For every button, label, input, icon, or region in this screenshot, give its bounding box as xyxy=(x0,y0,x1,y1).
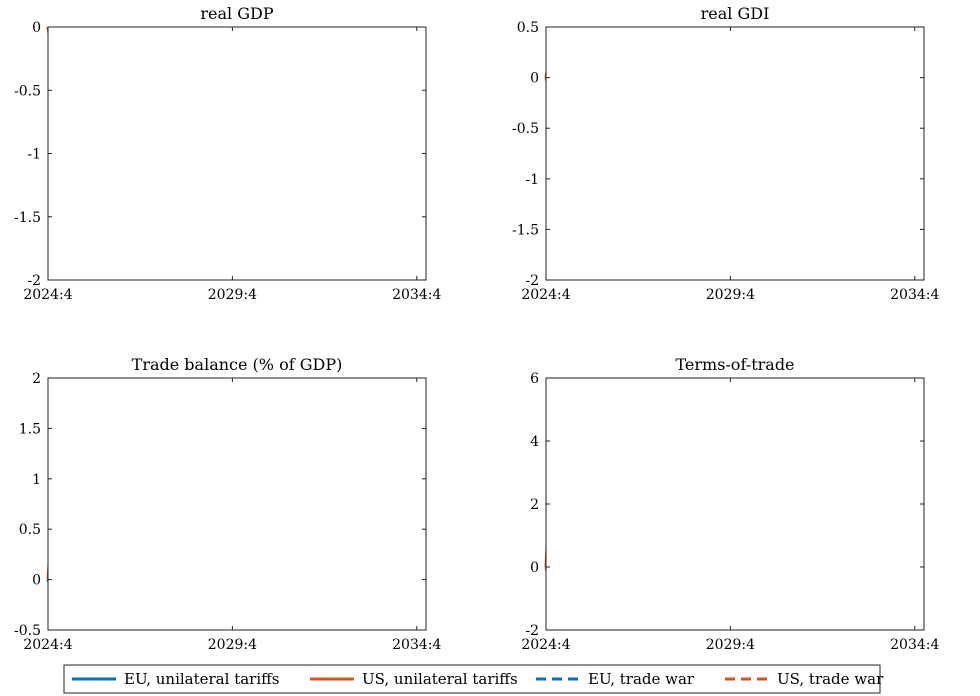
x-tick-label: 2024:4 xyxy=(521,287,570,303)
axes-frame xyxy=(545,26,925,281)
x-tick-label: 2029:4 xyxy=(208,287,257,303)
chart-title: real GDP xyxy=(200,4,273,23)
axes-frame xyxy=(47,377,427,631)
y-tick-label: 0 xyxy=(32,20,41,36)
y-tick-label: 1.5 xyxy=(19,421,41,437)
panel-terms-of-trade: 2024:4 2029:4 2034:4 -2 0 2 4 6 Terms-of-trade xyxy=(521,355,939,653)
legend: EU, unilateral tariffs US, unilateral tar… xyxy=(63,664,884,694)
y-tick-label: 6 xyxy=(530,371,539,387)
x-tick-label: 2029:4 xyxy=(706,637,755,653)
y-tick-label: -1.5 xyxy=(512,222,539,238)
y-tick-label: 0 xyxy=(530,560,539,576)
panel-trade-balance-of-gdp: 2024:4 2029:4 2034:4 -0.5 0 0.5 1 1.5 2 Trade bal… xyxy=(14,355,441,653)
y-tick-label: 2 xyxy=(32,371,41,387)
y-tick-label: 0 xyxy=(530,71,539,87)
y-tick-label: 2 xyxy=(530,497,539,513)
y-tick-label: -1 xyxy=(27,147,41,163)
panel-real-gdi: 2024:4 2029:4 2034:4 -2 -1.5 -1 -0.5 0 0.5 real G… xyxy=(512,4,939,303)
x-tick-label: 2034:4 xyxy=(392,287,441,303)
x-tick-label: 2034:4 xyxy=(890,287,939,303)
y-tick-label: -2 xyxy=(27,273,41,289)
legend-label-us-unilateral-tariffs: US, unilateral tariffs xyxy=(362,670,518,688)
y-tick-label: 1 xyxy=(32,472,41,488)
x-tick-label: 2034:4 xyxy=(890,637,939,653)
y-tick-label: -0.5 xyxy=(14,623,41,639)
y-tick-label: -1.5 xyxy=(14,210,41,226)
legend-label-eu-unilateral-tariffs: EU, unilateral tariffs xyxy=(124,670,280,688)
chart-title: real GDI xyxy=(701,4,770,23)
y-tick-label: 0 xyxy=(32,573,41,589)
panel-real-gdp: 2024:4 2029:4 2034:4 -2 -1.5 -1 -0.5 0 real GDP xyxy=(14,4,441,303)
y-tick-label: -1 xyxy=(525,172,539,188)
y-tick-label: -2 xyxy=(525,273,539,289)
x-tick-label: 2029:4 xyxy=(208,637,257,653)
legend-label-us-trade-war: US, trade war xyxy=(777,670,884,688)
axes-frame xyxy=(545,377,925,631)
y-tick-label: -0.5 xyxy=(512,121,539,137)
x-tick-label: 2034:4 xyxy=(392,637,441,653)
y-tick-label: -0.5 xyxy=(14,83,41,99)
x-tick-label: 2024:4 xyxy=(23,287,72,303)
x-tick-label: 2024:4 xyxy=(521,637,570,653)
y-tick-label: -2 xyxy=(525,623,539,639)
y-tick-label: 4 xyxy=(530,434,539,450)
y-tick-label: 0.5 xyxy=(517,20,539,36)
chart-title: Trade balance (% of GDP) xyxy=(132,355,343,374)
x-tick-label: 2024:4 xyxy=(23,637,72,653)
legend-label-eu-trade-war: EU, trade war xyxy=(588,670,695,688)
chart-title: Terms-of-trade xyxy=(675,355,794,374)
axes-frame xyxy=(47,26,427,281)
y-tick-label: 0.5 xyxy=(19,522,41,538)
x-tick-label: 2029:4 xyxy=(706,287,755,303)
